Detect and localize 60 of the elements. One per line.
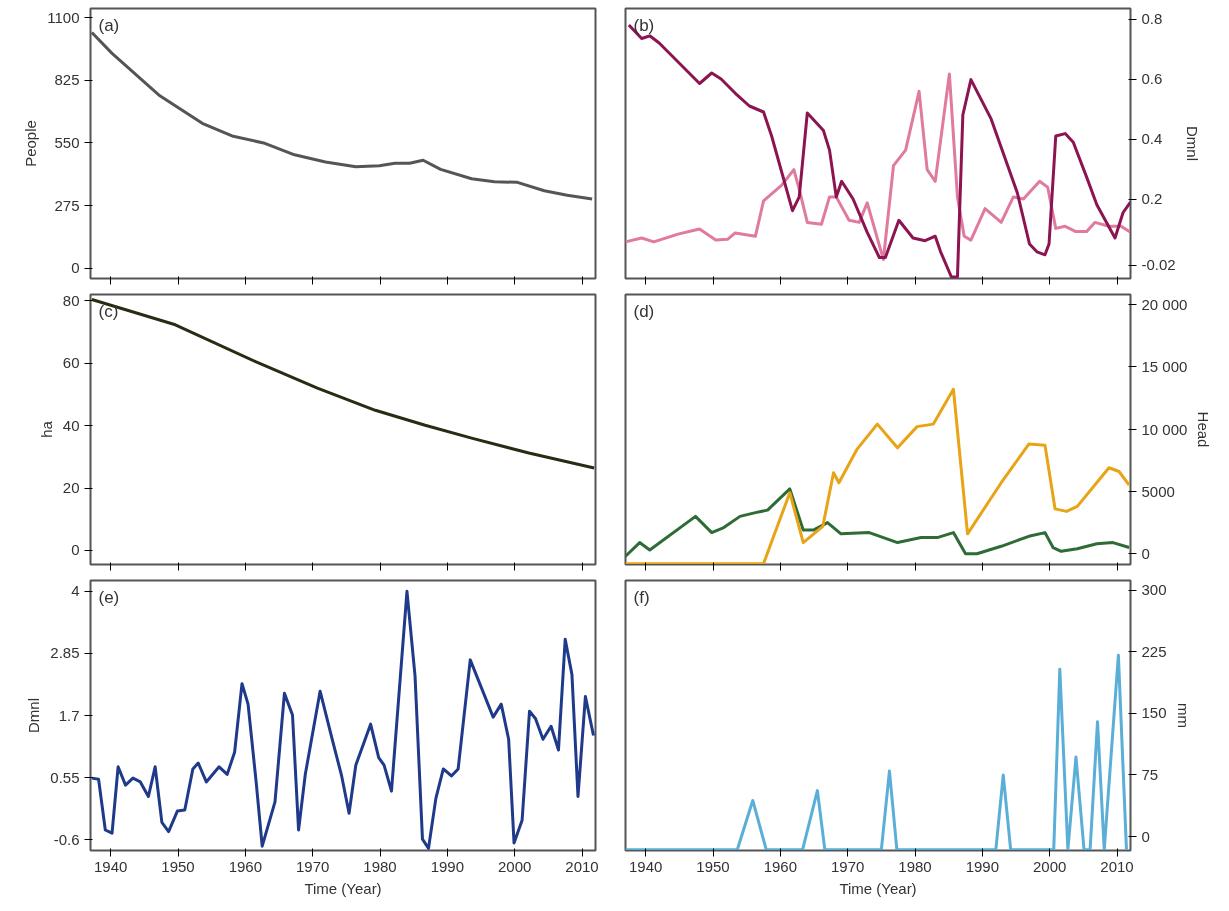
x-tick-label: 1960	[228, 857, 263, 875]
x-tick-label: 2010	[565, 857, 599, 875]
y-tick-label: 0	[1141, 827, 1150, 845]
y-tick-label: 275	[54, 196, 80, 214]
y-tick-label: 15 000	[1141, 358, 1188, 376]
y-tick-label: 80	[62, 291, 80, 309]
y-axis-title: mm	[1174, 703, 1192, 728]
y-tick-label: 0	[1141, 545, 1150, 563]
chart-title: (b)	[633, 15, 655, 35]
y-tick-label: 225	[1141, 642, 1167, 660]
x-tick-label: 1960	[763, 857, 798, 875]
x-tick-label: 1980	[363, 857, 397, 875]
y-tick-label: 4	[71, 582, 80, 600]
x-axis-title: Time (Year)	[839, 879, 917, 897]
y-tick-label: 150	[1141, 704, 1167, 722]
x-tick-label: 1980	[898, 857, 932, 875]
y-tick-label: -0.02	[1141, 256, 1176, 273]
y-tick-label: 5000	[1141, 482, 1175, 500]
chart-title: (c)	[98, 301, 119, 321]
y-tick-label: 0.6	[1141, 70, 1163, 87]
y-tick-label: 2.85	[50, 644, 80, 662]
y-axis-title: Dmnl	[1183, 126, 1201, 162]
y-tick-label: 0.2	[1141, 190, 1163, 207]
x-tick-label: 2000	[1033, 857, 1067, 875]
x-tick-label: 1940	[629, 857, 663, 875]
x-tick-label: 2000	[498, 857, 532, 875]
y-tick-label: 75	[1141, 766, 1159, 783]
y-tick-label: 0	[71, 259, 80, 277]
x-tick-label: 1950	[696, 857, 730, 875]
x-tick-label: 1970	[831, 857, 865, 875]
y-tick-label: 0.8	[1141, 10, 1163, 27]
x-tick-label: 2010	[1100, 857, 1134, 875]
chart-title: (f)	[633, 587, 650, 607]
x-tick-label: 1970	[296, 857, 330, 875]
y-tick-label: 0	[71, 541, 80, 559]
chart-title: (a)	[98, 15, 120, 35]
y-tick-label: 0.4	[1141, 130, 1163, 147]
y-tick-label: 550	[54, 133, 80, 151]
y-tick-label: 10 000	[1141, 420, 1188, 438]
y-tick-label: -0.6	[53, 830, 80, 848]
x-axis-title: Time (Year)	[304, 879, 382, 897]
y-axis-title: Head	[1195, 411, 1213, 448]
x-tick-label: 1990	[965, 857, 1000, 875]
y-axis-title: People	[22, 120, 40, 167]
y-tick-label: 825	[54, 71, 80, 89]
y-tick-label: 1.7	[58, 706, 80, 724]
y-tick-label: 60	[62, 354, 80, 372]
x-tick-label: 1990	[430, 857, 465, 875]
y-tick-label: 20 000	[1141, 295, 1188, 313]
y-axis-title: Dmnl	[25, 697, 43, 733]
x-tick-label: 1950	[161, 857, 195, 875]
y-tick-label: 20	[62, 479, 80, 497]
y-tick-label: 1100	[47, 8, 80, 26]
y-tick-label: 0.55	[50, 768, 80, 786]
x-tick-label: 1940	[94, 857, 128, 875]
chart-title: (d)	[633, 301, 655, 321]
y-axis-title: ha	[37, 420, 55, 438]
chart-title: (e)	[98, 587, 120, 607]
y-tick-label: 300	[1141, 581, 1167, 599]
y-tick-label: 40	[62, 416, 80, 434]
